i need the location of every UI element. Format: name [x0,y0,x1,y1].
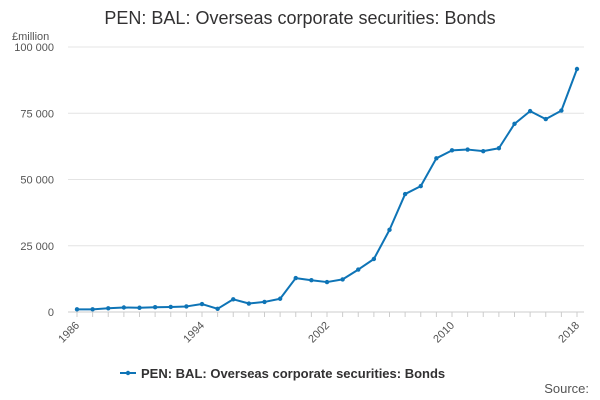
data-point [559,108,564,113]
series-line [76,67,578,311]
x-tick-label: 2018 [556,320,582,346]
data-point [371,256,377,262]
grid-lines [68,46,584,247]
legend-label: PEN: BAL: Overseas corporate securities:… [141,366,445,381]
y-tick-label: 25 000 [20,241,54,253]
data-point [356,267,361,272]
legend-marker [125,370,131,376]
data-point [402,191,408,197]
y-tick-label: 100 000 [14,42,54,54]
data-point [309,278,314,283]
data-point [106,306,111,311]
data-point [90,307,95,312]
chart-title: PEN: BAL: Overseas corporate securities:… [104,8,495,28]
data-point [574,66,580,72]
y-tick-label: 0 [48,307,54,319]
data-point [387,227,392,233]
data-point [231,297,236,302]
data-point [277,296,283,301]
data-point [340,277,345,282]
data-point [481,148,486,154]
data-point [215,306,220,312]
data-point [262,299,267,305]
data-point [74,307,80,312]
data-point [543,116,548,122]
legend: PEN: BAL: Overseas corporate securities:… [120,366,445,381]
data-point [465,147,470,152]
data-point [434,156,439,161]
axes: 0 25 000 50 000 75 000 100 000 1986 1994 2002 20… [14,42,584,345]
data-point [121,305,127,310]
data-point [199,301,205,307]
data-point [293,275,298,281]
x-tick-label: 2002 [306,320,332,346]
data-point [246,301,252,306]
data-point [168,304,173,310]
series-layer [74,66,580,312]
data-point [496,146,502,151]
data-point [324,279,330,285]
y-axis-unit-label: £million [12,31,49,43]
x-tick-label: 2010 [431,320,457,346]
y-tick-label: 75 000 [20,108,54,120]
data-point [137,305,142,310]
data-point [418,183,423,189]
data-point [184,304,189,309]
x-tick-label: 1994 [181,320,207,346]
data-point [512,121,517,127]
source-label: Source: [544,381,589,396]
data-point [152,305,158,310]
data-point [449,148,455,153]
y-tick-label: 50 000 [20,175,54,187]
data-point [527,108,533,114]
x-tick-label: 1986 [56,320,82,346]
